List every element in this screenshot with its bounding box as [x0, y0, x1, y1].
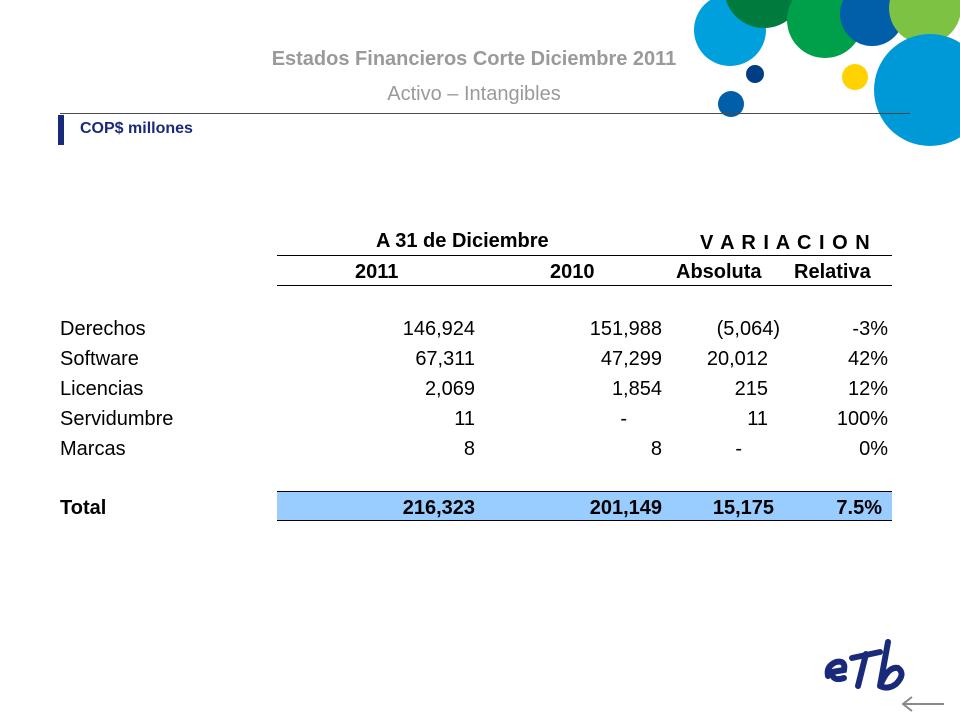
value-relativa: 42% [847, 348, 888, 370]
etb-logo [824, 639, 905, 691]
value-absoluta: 215 [734, 378, 768, 400]
value-2011: 146,924 [402, 318, 475, 340]
row-label: Licencias [60, 378, 144, 400]
header-line-top [277, 255, 892, 256]
total-label: Total [60, 497, 107, 519]
total-relativa: 7.5% [836, 497, 882, 519]
value-relativa: -3% [852, 318, 888, 340]
variation-group-header: V A R I A C I O N [700, 232, 871, 254]
header-line-bottom [277, 285, 892, 286]
value-2010: 47,299 [600, 348, 662, 370]
column-header-2011: 2011 [355, 261, 399, 283]
value-absoluta: (5,064) [716, 318, 780, 340]
page-subtitle: Activo – Intangibles [387, 83, 561, 105]
column-header-2010: 2010 [550, 261, 595, 283]
value-2010: - [620, 408, 627, 430]
value-relativa: 0% [859, 438, 888, 460]
value-absoluta: 20,012 [706, 348, 768, 370]
value-relativa: 12% [847, 378, 888, 400]
value-2011: 8 [463, 438, 475, 460]
total-absoluta: 15,175 [712, 497, 774, 519]
row-label: Derechos [60, 318, 146, 340]
column-header-absoluta: Absoluta [676, 261, 762, 283]
units-accent-bar [58, 115, 64, 145]
value-2010: 8 [650, 438, 662, 460]
arrow-left-icon[interactable] [898, 694, 948, 714]
page-title: Estados Financieros Corte Diciembre 2011 [271, 48, 677, 70]
value-2011: 67,311 [415, 348, 475, 370]
total-row-highlight [277, 491, 892, 521]
value-absoluta: - [735, 438, 742, 460]
period-group-header: A 31 de Diciembre [376, 230, 549, 252]
column-header-relativa: Relativa [794, 261, 871, 283]
value-2011: 2,069 [424, 378, 475, 400]
value-absoluta: 11 [747, 408, 768, 430]
value-2010: 151,988 [589, 318, 662, 340]
total-2010: 201,149 [589, 497, 662, 519]
value-2011: 11 [454, 408, 475, 430]
row-label: Servidumbre [60, 408, 174, 430]
row-label: Software [60, 348, 139, 370]
value-2010: 1,854 [611, 378, 662, 400]
row-label: Marcas [60, 438, 126, 460]
total-2011: 216,323 [402, 497, 475, 519]
value-relativa: 100% [836, 408, 888, 430]
units-label: COP$ millones [80, 120, 193, 137]
title-divider [60, 113, 910, 114]
